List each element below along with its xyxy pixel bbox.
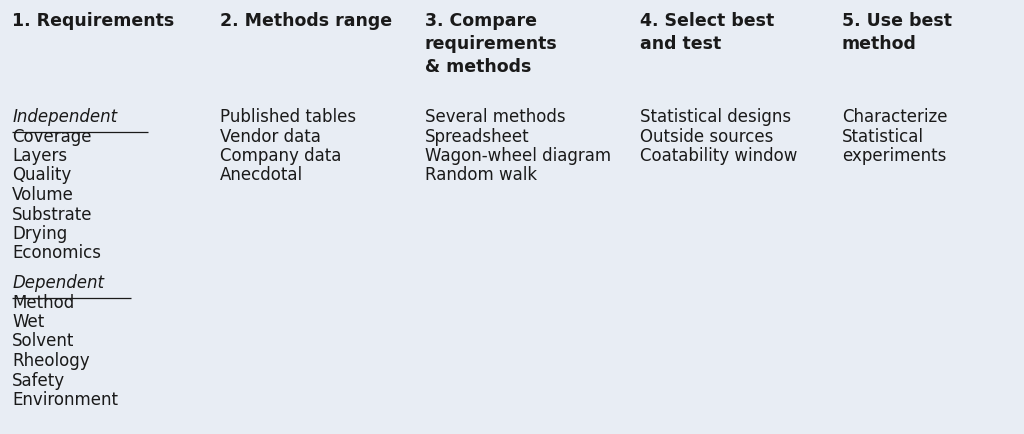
Text: Dependent: Dependent — [12, 273, 104, 291]
Text: Company data: Company data — [220, 147, 342, 164]
Text: Characterize: Characterize — [842, 108, 947, 126]
Text: Drying: Drying — [12, 224, 68, 243]
Text: Random walk: Random walk — [425, 166, 537, 184]
Text: Vendor data: Vendor data — [220, 127, 322, 145]
Text: Several methods: Several methods — [425, 108, 565, 126]
Text: Statistical designs: Statistical designs — [640, 108, 792, 126]
Text: Rheology: Rheology — [12, 351, 90, 369]
Text: Anecdotal: Anecdotal — [220, 166, 303, 184]
Text: Coatability window: Coatability window — [640, 147, 798, 164]
Text: Solvent: Solvent — [12, 332, 75, 350]
Text: Wet: Wet — [12, 312, 44, 330]
Text: Layers: Layers — [12, 147, 68, 164]
Text: Safety: Safety — [12, 371, 66, 388]
Text: 5. Use best
method: 5. Use best method — [842, 12, 951, 53]
Text: Published tables: Published tables — [220, 108, 356, 126]
Text: 2. Methods range: 2. Methods range — [220, 12, 392, 30]
Text: 1. Requirements: 1. Requirements — [12, 12, 174, 30]
Text: Coverage: Coverage — [12, 127, 92, 145]
Text: Volume: Volume — [12, 186, 74, 204]
Text: Economics: Economics — [12, 244, 101, 262]
Text: Environment: Environment — [12, 390, 119, 408]
Text: experiments: experiments — [842, 147, 946, 164]
Text: Outside sources: Outside sources — [640, 127, 773, 145]
Text: 4. Select best
and test: 4. Select best and test — [640, 12, 774, 53]
Text: Quality: Quality — [12, 166, 72, 184]
Text: Statistical: Statistical — [842, 127, 924, 145]
Text: Independent: Independent — [12, 108, 118, 126]
Text: Substrate: Substrate — [12, 205, 93, 223]
Text: Spreadsheet: Spreadsheet — [425, 127, 529, 145]
Text: 3. Compare
requirements
& methods: 3. Compare requirements & methods — [425, 12, 558, 76]
Text: Wagon-wheel diagram: Wagon-wheel diagram — [425, 147, 611, 164]
Text: Method: Method — [12, 293, 75, 311]
